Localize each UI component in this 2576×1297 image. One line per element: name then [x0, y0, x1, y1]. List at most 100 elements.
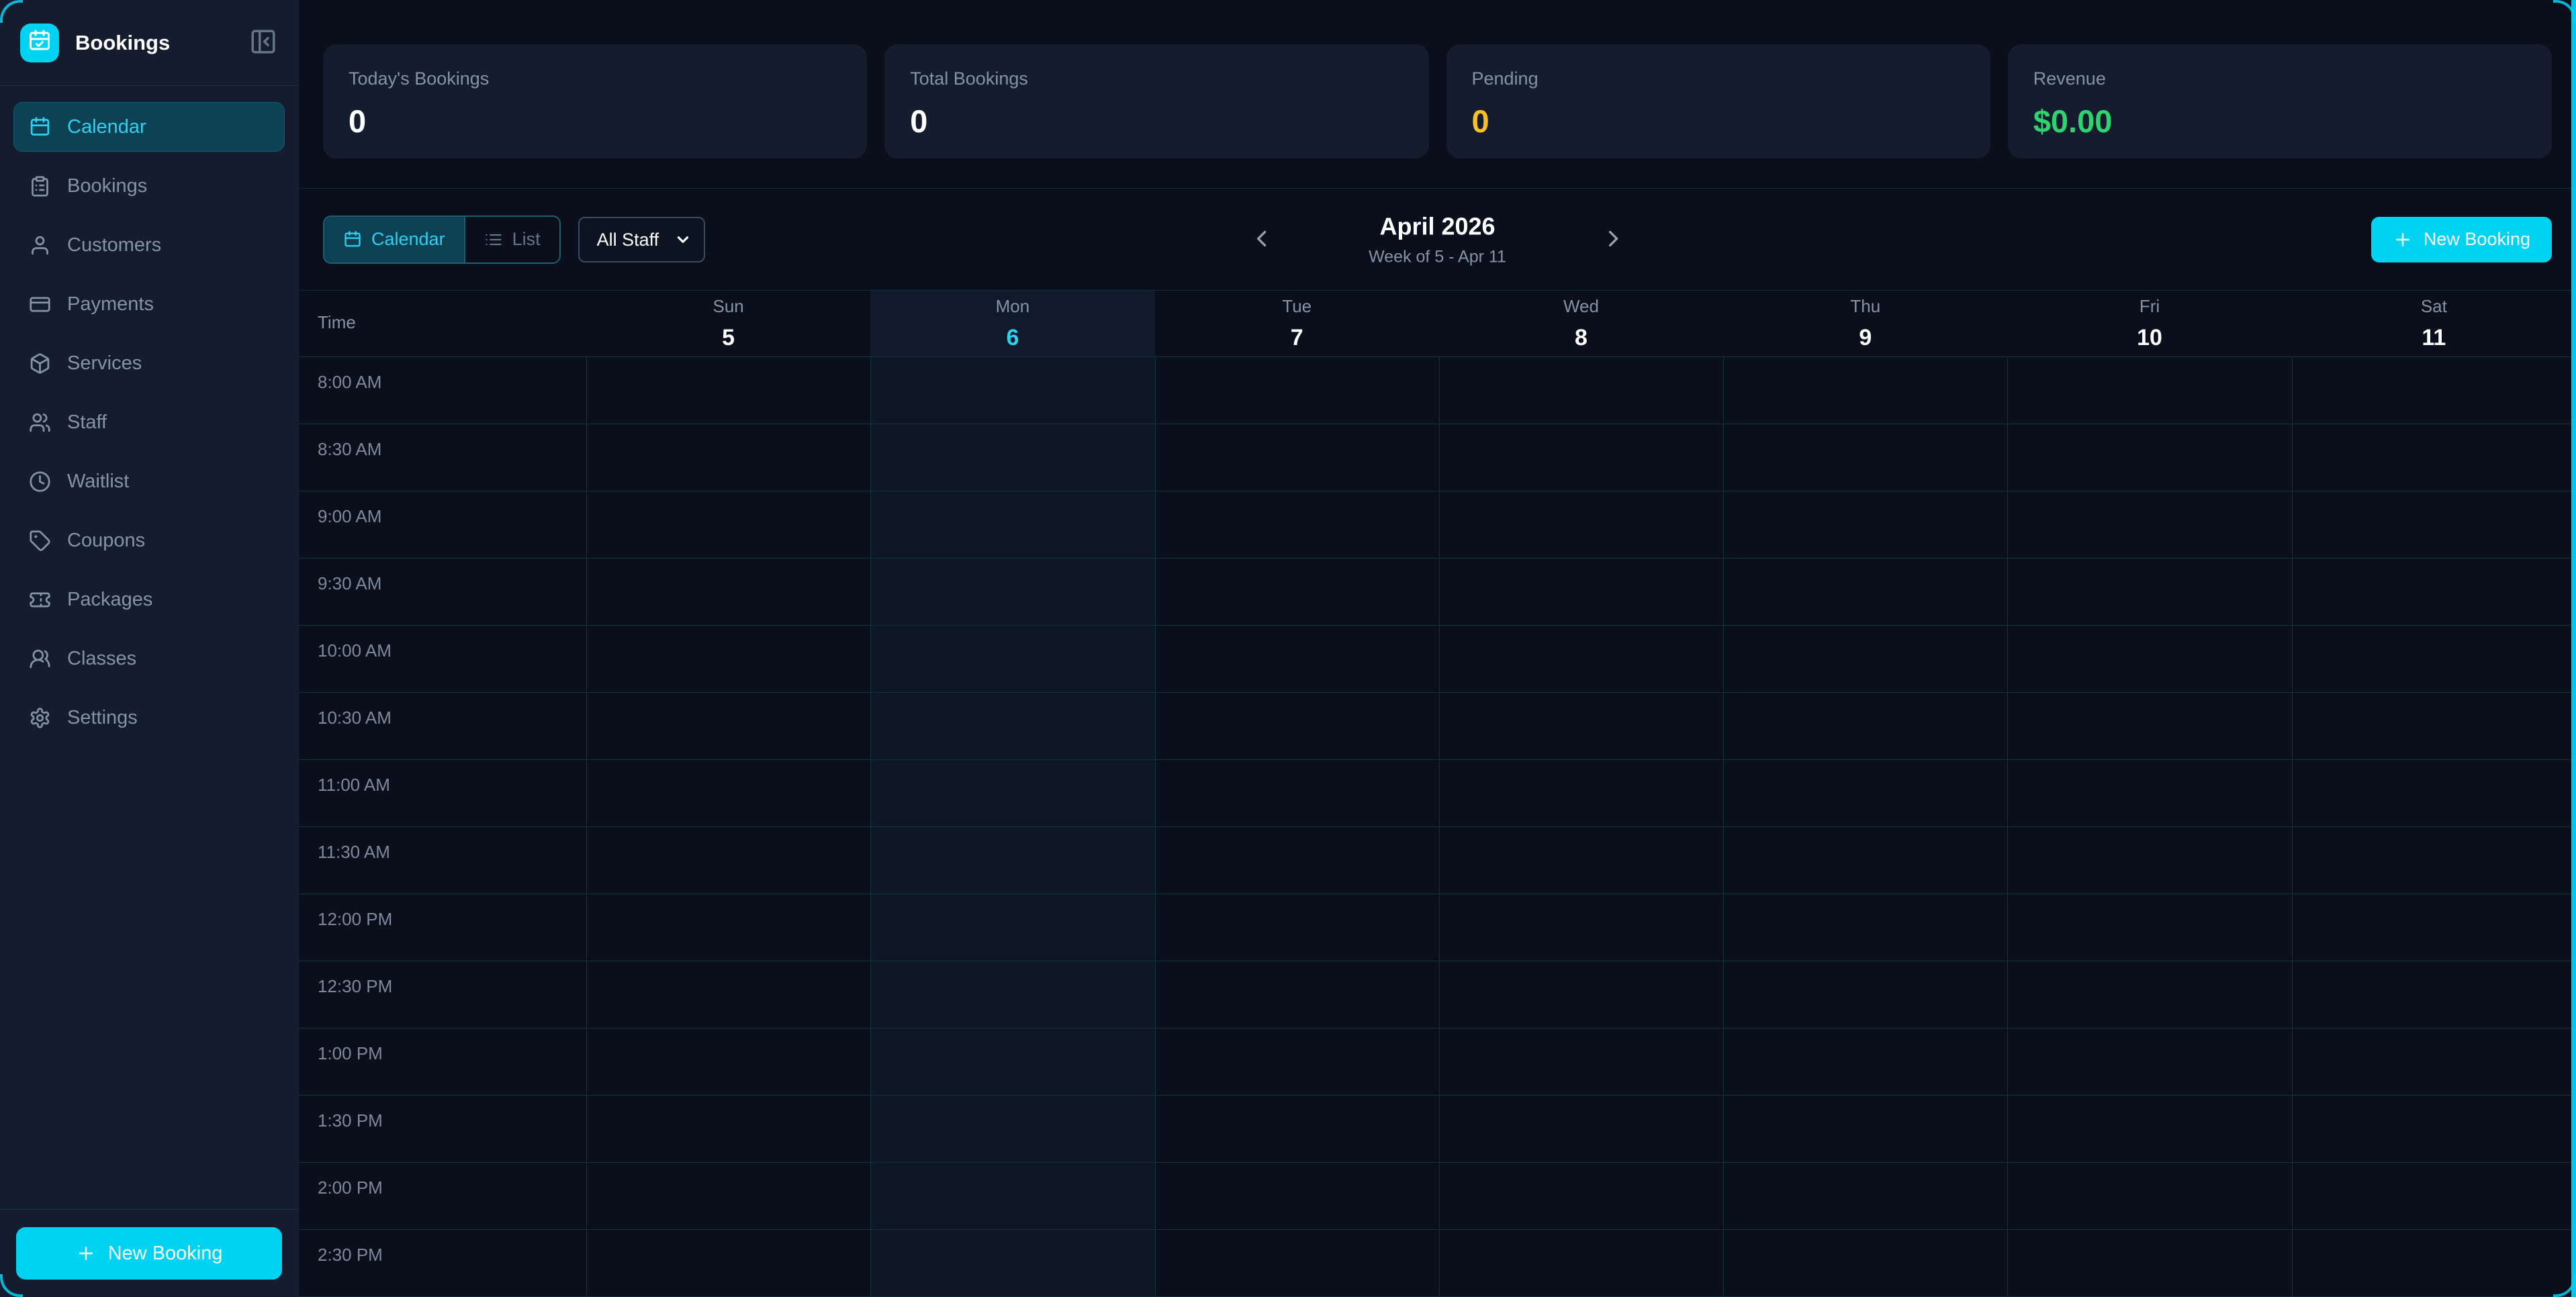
calendar-slot[interactable]	[1154, 1096, 1439, 1163]
calendar-slot[interactable]	[1723, 693, 2008, 760]
calendar-slot[interactable]	[2291, 827, 2576, 894]
calendar-slot[interactable]	[1438, 1230, 1724, 1297]
calendar-slot[interactable]	[2007, 1230, 2292, 1297]
calendar-slot[interactable]	[1723, 1096, 2008, 1163]
calendar-slot[interactable]	[870, 1230, 1155, 1297]
sidebar-item-coupons[interactable]: Coupons	[13, 516, 285, 565]
calendar-slot[interactable]	[586, 961, 871, 1028]
scrollbar[interactable]	[2571, 0, 2576, 1297]
calendar-slot[interactable]	[586, 424, 871, 491]
calendar-slot[interactable]	[1723, 559, 2008, 626]
calendar-slot[interactable]	[2291, 1028, 2576, 1096]
calendar-slot[interactable]	[870, 827, 1155, 894]
calendar-slot[interactable]	[1154, 961, 1439, 1028]
calendar-slot[interactable]	[2291, 894, 2576, 961]
calendar-slot[interactable]	[1438, 491, 1724, 559]
calendar-slot[interactable]	[2007, 760, 2292, 827]
calendar-slot[interactable]	[2007, 693, 2292, 760]
calendar-slot[interactable]	[2007, 357, 2292, 424]
calendar-slot[interactable]	[870, 357, 1155, 424]
calendar-slot[interactable]	[2007, 424, 2292, 491]
calendar-slot[interactable]	[2291, 961, 2576, 1028]
calendar-slot[interactable]	[870, 961, 1155, 1028]
sidebar-item-packages[interactable]: Packages	[13, 575, 285, 624]
calendar-slot[interactable]	[2007, 827, 2292, 894]
calendar-slot[interactable]	[1438, 827, 1724, 894]
sidebar-item-services[interactable]: Services	[13, 338, 285, 388]
calendar-slot[interactable]	[1723, 760, 2008, 827]
calendar-slot[interactable]	[586, 894, 871, 961]
calendar-slot[interactable]	[1723, 827, 2008, 894]
calendar-slot[interactable]	[2007, 491, 2292, 559]
calendar-slot[interactable]	[870, 424, 1155, 491]
calendar-slot[interactable]	[1723, 1028, 2008, 1096]
calendar-slot[interactable]	[1723, 626, 2008, 693]
calendar-slot[interactable]	[586, 626, 871, 693]
calendar-slot[interactable]	[1438, 424, 1724, 491]
calendar-slot[interactable]	[1154, 1028, 1439, 1096]
calendar-slot[interactable]	[2291, 693, 2576, 760]
sidebar-new-booking-button[interactable]: New Booking	[16, 1227, 282, 1280]
calendar-slot[interactable]	[1154, 1163, 1439, 1230]
calendar-slot[interactable]	[2291, 1096, 2576, 1163]
calendar-slot[interactable]	[1154, 626, 1439, 693]
calendar-slot[interactable]	[2291, 559, 2576, 626]
calendar-slot[interactable]	[586, 1230, 871, 1297]
calendar-slot[interactable]	[1438, 693, 1724, 760]
calendar-slot[interactable]	[2291, 357, 2576, 424]
calendar-slot[interactable]	[586, 760, 871, 827]
calendar-slot[interactable]	[1154, 357, 1439, 424]
sidebar-collapse-button[interactable]	[248, 28, 278, 58]
calendar-slot[interactable]	[1723, 491, 2008, 559]
calendar-slot[interactable]	[870, 559, 1155, 626]
calendar-slot[interactable]	[870, 626, 1155, 693]
calendar-slot[interactable]	[1723, 894, 2008, 961]
sidebar-item-customers[interactable]: Customers	[13, 220, 285, 270]
calendar-slot[interactable]	[1723, 1163, 2008, 1230]
calendar-slot[interactable]	[2291, 1230, 2576, 1297]
calendar-slot[interactable]	[2007, 894, 2292, 961]
calendar-slot[interactable]	[1438, 760, 1724, 827]
next-week-button[interactable]	[1600, 225, 1627, 254]
calendar-slot[interactable]	[586, 491, 871, 559]
calendar-slot[interactable]	[1723, 961, 2008, 1028]
previous-week-button[interactable]	[1248, 225, 1275, 254]
calendar-slot[interactable]	[2291, 626, 2576, 693]
sidebar-item-classes[interactable]: Classes	[13, 634, 285, 683]
calendar-slot[interactable]	[870, 491, 1155, 559]
calendar-slot[interactable]	[586, 827, 871, 894]
calendar-slot[interactable]	[1723, 357, 2008, 424]
calendar-slot[interactable]	[2007, 1028, 2292, 1096]
sidebar-item-calendar[interactable]: Calendar	[13, 102, 285, 152]
calendar-slot[interactable]	[1438, 357, 1724, 424]
calendar-slot[interactable]	[586, 1028, 871, 1096]
calendar-slot[interactable]	[1154, 424, 1439, 491]
calendar-slot[interactable]	[1154, 760, 1439, 827]
calendar-slot[interactable]	[870, 1163, 1155, 1230]
calendar-slot[interactable]	[870, 894, 1155, 961]
calendar-slot[interactable]	[2007, 961, 2292, 1028]
calendar-slot[interactable]	[1438, 961, 1724, 1028]
calendar-slot[interactable]	[1154, 491, 1439, 559]
calendar-slot[interactable]	[1438, 1163, 1724, 1230]
calendar-slot[interactable]	[870, 1096, 1155, 1163]
calendar-slot[interactable]	[2007, 559, 2292, 626]
view-toggle-calendar[interactable]: Calendar	[324, 216, 464, 262]
sidebar-item-bookings[interactable]: Bookings	[13, 161, 285, 211]
calendar-slot[interactable]	[1438, 1028, 1724, 1096]
calendar-slot[interactable]	[870, 1028, 1155, 1096]
calendar-slot[interactable]	[586, 693, 871, 760]
calendar-slot[interactable]	[2291, 424, 2576, 491]
calendar-slot[interactable]	[2007, 1096, 2292, 1163]
calendar-slot[interactable]	[586, 559, 871, 626]
calendar-slot[interactable]	[1154, 827, 1439, 894]
calendar-slot[interactable]	[2007, 1163, 2292, 1230]
sidebar-item-settings[interactable]: Settings	[13, 693, 285, 742]
new-booking-button[interactable]: New Booking	[2371, 216, 2552, 262]
calendar-slot[interactable]	[1154, 559, 1439, 626]
staff-filter-select[interactable]: All Staff	[578, 216, 705, 262]
calendar-slot[interactable]	[1438, 894, 1724, 961]
calendar-slot[interactable]	[2291, 760, 2576, 827]
calendar-slot[interactable]	[2291, 491, 2576, 559]
sidebar-item-payments[interactable]: Payments	[13, 279, 285, 329]
